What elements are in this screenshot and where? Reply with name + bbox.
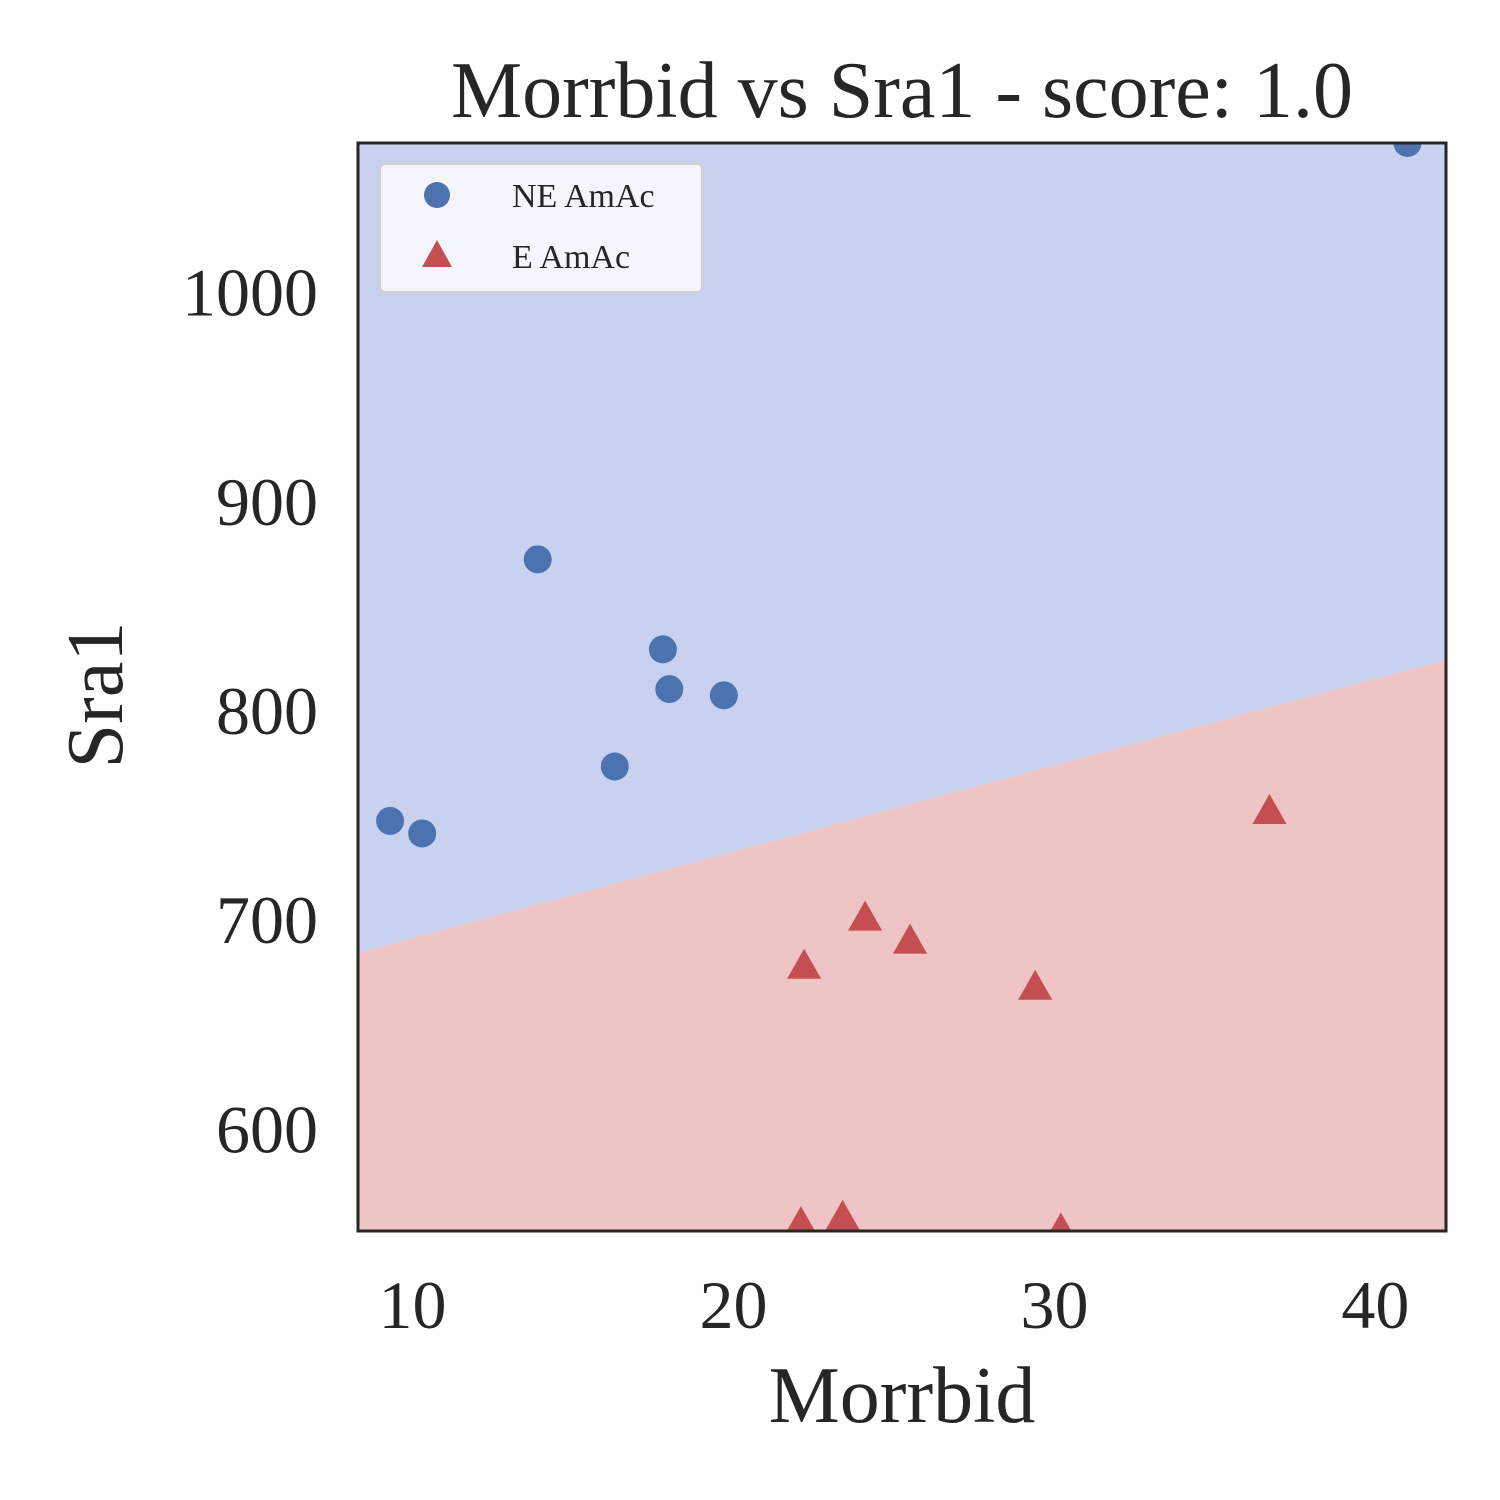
x-axis-ticks: 10 20 30 40 (379, 1267, 1410, 1343)
point-ne-amac-1 (408, 819, 437, 848)
y-axis-label: Sra1 (52, 622, 140, 769)
chart-title: Morrbid vs Sra1 - score: 1.0 (451, 47, 1353, 135)
plot-frame (356, 141, 1448, 1233)
x-tick-label-20: 20 (700, 1267, 768, 1343)
y-tick-label-900: 900 (216, 464, 318, 540)
point-e-amac-0 (787, 948, 822, 979)
point-ne-amac-0 (376, 806, 405, 835)
point-e-amac-2 (893, 923, 928, 954)
x-axis-label: Morrbid (769, 1352, 1036, 1440)
data-points (376, 143, 1422, 1231)
legend: NE AmAc E AmAc (379, 163, 703, 293)
point-e-amac-3 (1018, 969, 1053, 1000)
x-tick-label-10: 10 (379, 1267, 447, 1343)
point-ne-amac-6 (709, 681, 738, 710)
point-ne-amac-2 (523, 545, 552, 574)
legend-label-e-amac: E AmAc (512, 239, 630, 276)
legend-triangle-marker (422, 240, 452, 267)
legend-circle-marker (424, 182, 450, 208)
point-ne-amac-3 (600, 752, 629, 781)
x-tick-label-40: 40 (1341, 1267, 1409, 1343)
y-tick-label-1000: 1000 (182, 255, 318, 331)
point-e-amac-1 (848, 900, 883, 931)
y-tick-label-600: 600 (216, 1091, 318, 1167)
point-e-amac-4 (1252, 793, 1287, 824)
legend-label-ne-amac: NE AmAc (512, 178, 655, 215)
legend-box (379, 163, 703, 293)
decision-region-ne-amac (358, 143, 1446, 953)
point-ne-amac-5 (655, 675, 684, 704)
point-e-amac-6 (825, 1199, 860, 1230)
point-ne-amac-7 (1393, 143, 1422, 157)
point-e-amac-5 (786, 1206, 815, 1231)
y-axis-ticks: 600 700 800 900 1000 (182, 255, 318, 1168)
x-tick-label-30: 30 (1020, 1267, 1088, 1343)
point-ne-amac-4 (648, 635, 677, 664)
y-tick-label-700: 700 (216, 882, 318, 958)
y-tick-label-800: 800 (216, 673, 318, 749)
point-e-amac-7 (1050, 1212, 1072, 1231)
